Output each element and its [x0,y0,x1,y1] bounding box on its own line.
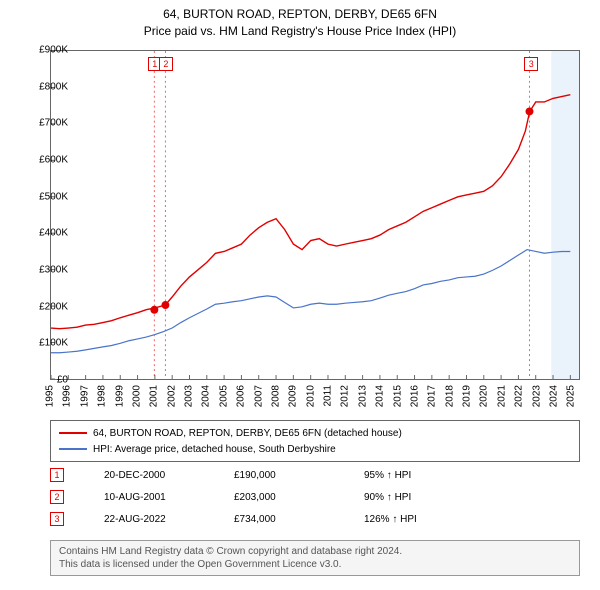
y-axis-label: £300K [20,265,68,276]
sale-marker-icon: 3 [50,512,64,526]
x-axis-label: 2006 [236,385,247,407]
footer-line-1: Contains HM Land Registry data © Crown c… [59,545,571,558]
y-axis-label: £0 [20,375,68,386]
y-axis-label: £500K [20,191,68,202]
sales-table: 1 20-DEC-2000£190,00095% ↑ HPI 2 10-AUG-200… [50,464,494,530]
x-axis-label: 2009 [288,385,299,407]
x-axis-label: 2005 [218,385,229,407]
x-axis-label: 1998 [97,385,108,407]
sale-hpi: 90% ↑ HPI [364,492,494,503]
x-axis-label: 2013 [357,385,368,407]
x-axis-label: 2018 [444,385,455,407]
x-axis-label: 2022 [514,385,525,407]
sale-marker-icon: 2 [50,490,64,504]
sale-row: 2 10-AUG-2001£203,00090% ↑ HPI [50,486,494,508]
footer-line-2: This data is licensed under the Open Gov… [59,558,571,571]
legend-item: HPI: Average price, detached house, Sout… [59,441,571,457]
x-axis-label: 2008 [270,385,281,407]
sale-row: 3 22-AUG-2022£734,000126% ↑ HPI [50,508,494,530]
footer-attribution: Contains HM Land Registry data © Crown c… [50,540,580,576]
legend-swatch [59,448,87,450]
x-axis-label: 2007 [253,385,264,407]
x-axis-label: 1996 [62,385,73,407]
x-axis-label: 2002 [166,385,177,407]
y-axis-label: £900K [20,45,68,56]
x-axis-label: 1997 [79,385,90,407]
sale-date: 22-AUG-2022 [104,514,234,525]
sale-hpi: 95% ↑ HPI [364,470,494,481]
legend-box: 64, BURTON ROAD, REPTON, DERBY, DE65 6FN… [50,420,580,462]
legend-label: 64, BURTON ROAD, REPTON, DERBY, DE65 6FN… [93,428,402,439]
y-axis-label: £400K [20,228,68,239]
legend-label: HPI: Average price, detached house, Sout… [93,444,336,455]
sale-hpi: 126% ↑ HPI [364,514,494,525]
chart-svg [51,51,579,379]
x-axis-label: 2001 [149,385,160,407]
x-axis-label: 2012 [340,385,351,407]
sale-date: 10-AUG-2001 [104,492,234,503]
x-axis-label: 1999 [114,385,125,407]
y-axis-label: £600K [20,155,68,166]
sale-price: £203,000 [234,492,364,503]
x-axis-label: 2024 [548,385,559,407]
x-axis-label: 2023 [531,385,542,407]
sale-marker-icon: 1 [50,468,64,482]
x-axis-label: 2004 [201,385,212,407]
x-axis-label: 2015 [392,385,403,407]
y-axis-label: £100K [20,338,68,349]
sale-date: 20-DEC-2000 [104,470,234,481]
x-axis-label: 2011 [323,385,334,407]
chart-subtitle: Price paid vs. HM Land Registry's House … [0,23,600,40]
y-axis-label: £700K [20,118,68,129]
y-axis-label: £200K [20,301,68,312]
x-axis-label: 2000 [131,385,142,407]
chart-title-block: 64, BURTON ROAD, REPTON, DERBY, DE65 6FN… [0,0,600,40]
sale-price: £190,000 [234,470,364,481]
sale-price: £734,000 [234,514,364,525]
chart-plot-area: 123 [50,50,580,380]
x-axis-label: 2014 [375,385,386,407]
x-axis-label: 2016 [409,385,420,407]
x-axis-label: 2025 [566,385,577,407]
chart-title: 64, BURTON ROAD, REPTON, DERBY, DE65 6FN [0,6,600,23]
legend-item: 64, BURTON ROAD, REPTON, DERBY, DE65 6FN… [59,425,571,441]
x-axis-label: 2019 [462,385,473,407]
sale-row: 1 20-DEC-2000£190,00095% ↑ HPI [50,464,494,486]
x-axis-label: 2010 [305,385,316,407]
x-axis-label: 2020 [479,385,490,407]
legend-swatch [59,432,87,434]
x-axis-label: 1995 [45,385,56,407]
y-axis-label: £800K [20,81,68,92]
x-axis-label: 2021 [496,385,507,407]
x-axis-label: 2017 [427,385,438,407]
x-axis-label: 2003 [184,385,195,407]
